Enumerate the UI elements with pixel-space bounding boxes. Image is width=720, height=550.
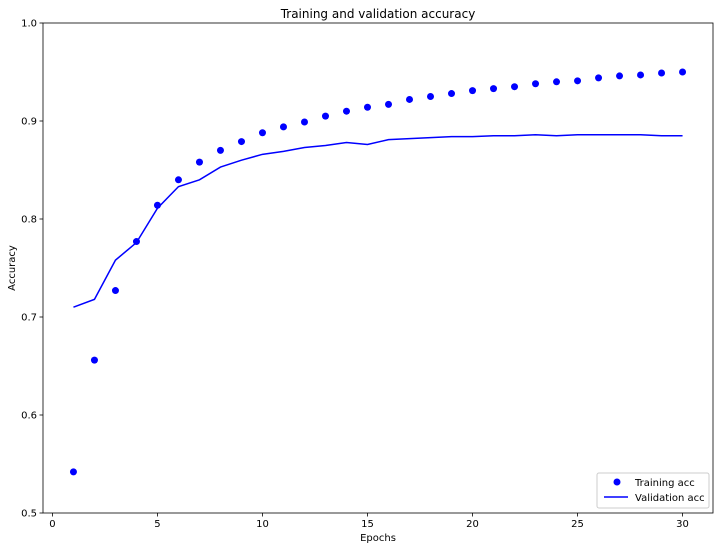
x-tick-label: 25 — [571, 519, 584, 530]
training-acc-point — [469, 87, 477, 95]
training-acc-point — [385, 100, 393, 108]
legend-label-validation: Validation acc — [635, 493, 705, 504]
y-axis: 0.5 0.6 0.7 0.8 0.9 1.0 — [21, 19, 43, 520]
y-tick-label: 0.8 — [21, 215, 37, 226]
plot-frame — [42, 22, 714, 514]
legend: Training acc Validation acc — [596, 472, 710, 509]
training-acc-point — [174, 176, 182, 184]
y-tick-label: 1.0 — [21, 19, 37, 30]
training-acc-point — [69, 468, 77, 476]
training-acc-point — [679, 68, 687, 76]
legend-box — [596, 472, 710, 509]
x-axis: 0 5 10 15 20 25 30 — [49, 513, 689, 530]
x-tick-label: 15 — [361, 519, 374, 530]
training-acc-point — [132, 238, 140, 246]
y-tick-label: 0.9 — [21, 117, 37, 128]
training-acc-point — [153, 201, 161, 209]
training-acc-point — [637, 71, 645, 79]
training-acc-point — [574, 77, 582, 85]
training-acc-point — [532, 80, 540, 88]
training-acc-point — [490, 85, 498, 93]
training-acc-point — [258, 129, 266, 137]
chart-title: Training and validation accuracy — [280, 7, 476, 21]
training-acc-point — [237, 138, 245, 146]
training-acc-point — [363, 103, 371, 111]
y-axis-label: Accuracy — [7, 245, 18, 291]
training-acc-point — [406, 95, 414, 103]
x-tick-label: 0 — [49, 519, 55, 530]
training-acc-point — [300, 118, 308, 126]
y-tick-label: 0.5 — [21, 509, 37, 520]
plot-area — [42, 22, 714, 514]
x-tick-label: 30 — [676, 519, 689, 530]
training-acc-point — [448, 90, 456, 98]
training-acc-point — [216, 146, 224, 154]
training-acc-point — [195, 158, 203, 166]
training-acc-point — [90, 356, 98, 364]
training-acc-point — [111, 287, 119, 295]
training-acc-point — [553, 78, 561, 86]
training-acc-point — [616, 72, 624, 80]
training-acc-point — [427, 93, 435, 100]
y-tick-label: 0.7 — [21, 313, 37, 324]
training-acc-point — [595, 74, 603, 82]
series-layer — [69, 68, 687, 476]
x-axis-label: Epochs — [360, 533, 396, 544]
x-tick-label: 5 — [154, 519, 160, 530]
training-acc-point — [342, 107, 350, 115]
training-acc-point — [279, 123, 287, 131]
x-tick-label: 10 — [256, 519, 269, 530]
legend-label-training: Training acc — [634, 478, 695, 489]
x-tick-label: 20 — [466, 519, 479, 530]
legend-marker-training — [613, 478, 621, 486]
training-acc-point — [658, 69, 666, 77]
y-tick-label: 0.6 — [21, 411, 37, 422]
validation-acc-line — [73, 133, 683, 308]
training-acc-point — [321, 112, 329, 120]
training-acc-point — [511, 83, 519, 91]
